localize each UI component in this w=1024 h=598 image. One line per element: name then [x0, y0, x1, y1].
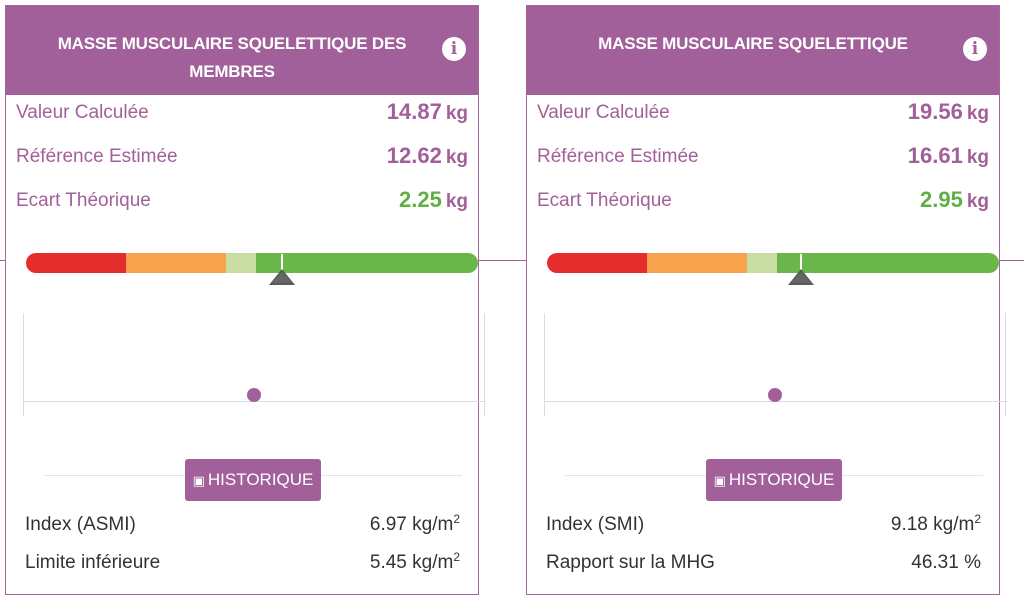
range-gauge [547, 253, 999, 273]
history-point[interactable] [247, 388, 261, 402]
history-axis-left [23, 313, 24, 416]
card-title: MASSE MUSCULAIRE SQUELETTIQUE DES MEMBRE… [57, 34, 407, 81]
history-axis-right [1005, 313, 1006, 416]
gauge-segment-near [747, 253, 777, 273]
gauge-marker-line [281, 254, 283, 274]
info-icon[interactable]: i [442, 37, 466, 61]
metric-value: 12.62 kg [386, 143, 468, 168]
card-header: MASSE MUSCULAIRE SQUELETTIQUE DES MEMBRE… [6, 6, 478, 95]
gauge-segment-normal [256, 253, 478, 273]
history-point[interactable] [768, 388, 782, 402]
metric-label: Valeur Calculée [16, 102, 149, 123]
gauge-segment-near [226, 253, 256, 273]
metric-theoretical-gap: Ecart Théorique 2.25 kg [6, 187, 478, 220]
metric-estimated-reference: Référence Estimée 12.62 kg [6, 143, 478, 176]
footer-value: 5.45 kg/m2 [369, 550, 460, 573]
footer-label: Limite inférieure [25, 552, 161, 573]
footer-row-mhg-ratio: Rapport sur la MHG 46.31 % [527, 552, 999, 578]
footer-row-index: Index (SMI) 9.18 kg/m2 [527, 512, 999, 540]
section-divider [1000, 260, 1024, 261]
footer-label: Index (SMI) [546, 514, 645, 535]
metric-value: 2.25 kg [398, 187, 468, 212]
gauge-segment-normal [777, 253, 999, 273]
card-header: MASSE MUSCULAIRE SQUELETTIQUE i [527, 6, 999, 95]
metric-value: 19.56 kg [907, 99, 989, 124]
gauge-segment-low [547, 253, 647, 273]
history-button[interactable]: ▣ HISTORIQUE [185, 459, 321, 501]
gauge-segment-below [647, 253, 747, 273]
footer-label: Index (ASMI) [25, 514, 136, 535]
metric-label: Ecart Théorique [16, 190, 151, 211]
gauge-marker-icon [269, 269, 295, 285]
metric-value: 14.87 kg [386, 99, 468, 124]
gauge-segment-below [126, 253, 226, 273]
metric-theoretical-gap: Ecart Théorique 2.95 kg [527, 187, 999, 220]
metric-label: Référence Estimée [537, 146, 699, 167]
card-title: MASSE MUSCULAIRE SQUELETTIQUE [598, 34, 908, 53]
info-icon[interactable]: i [963, 37, 987, 61]
range-gauge [26, 253, 478, 273]
section-divider [479, 260, 527, 261]
gauge-marker-line [800, 254, 802, 274]
footer-row-lower-limit: Limite inférieure 5.45 kg/m2 [6, 550, 478, 578]
footer-value: 9.18 kg/m2 [890, 512, 981, 535]
footer-value: 6.97 kg/m2 [369, 512, 460, 535]
metric-label: Valeur Calculée [537, 102, 670, 123]
history-axis-left [544, 313, 545, 416]
metric-label: Ecart Théorique [537, 190, 672, 211]
metric-calculated-value: Valeur Calculée 19.56 kg [527, 99, 999, 132]
metric-value: 16.61 kg [907, 143, 989, 168]
footer-row-index: Index (ASMI) 6.97 kg/m2 [6, 512, 478, 540]
metric-calculated-value: Valeur Calculée 14.87 kg [6, 99, 478, 132]
metric-estimated-reference: Référence Estimée 16.61 kg [527, 143, 999, 176]
card-appendicular-muscle-mass: MASSE MUSCULAIRE SQUELETTIQUE DES MEMBRE… [5, 5, 486, 595]
gauge-segment-low [26, 253, 126, 273]
footer-label: Rapport sur la MHG [546, 552, 715, 573]
metric-value: 2.95 kg [919, 187, 989, 212]
card-skeletal-muscle-mass: MASSE MUSCULAIRE SQUELETTIQUE i Valeur C… [526, 5, 1007, 595]
history-icon: ▣ [192, 473, 205, 488]
history-axis-right [484, 313, 485, 416]
section-divider [0, 260, 6, 261]
history-icon: ▣ [713, 473, 726, 488]
history-button[interactable]: ▣ HISTORIQUE [706, 459, 842, 501]
footer-value: 46.31 % [911, 552, 981, 573]
metric-label: Référence Estimée [16, 146, 178, 167]
gauge-marker-icon [788, 269, 814, 285]
